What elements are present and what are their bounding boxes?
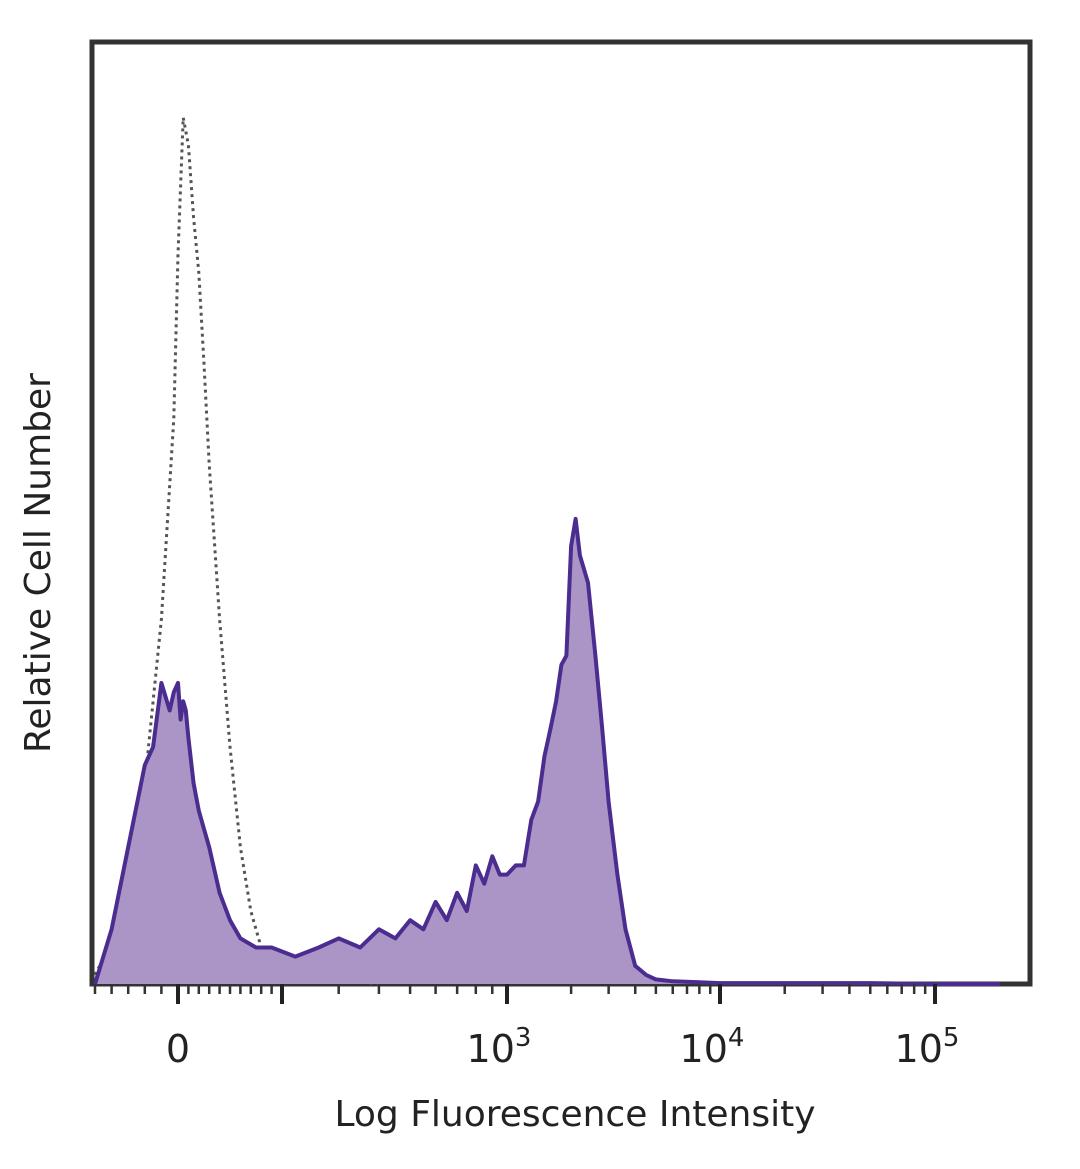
major-ticks — [176, 984, 937, 1004]
x-tick-label-2: 104 — [680, 1023, 745, 1071]
y-axis-title: Relative Cell Number — [18, 373, 59, 753]
x-tick-label-base-2: 10 — [680, 1027, 728, 1071]
series-1-outline — [93, 516, 1000, 986]
x-tick-label-base-3: 10 — [895, 1027, 943, 1071]
x-tick-label-1: 103 — [467, 1023, 532, 1071]
x-axis-title: Log Fluorescence Intensity — [334, 1094, 815, 1135]
x-tick-label-exp-3: 5 — [943, 1023, 960, 1053]
x-tick-label-exp-2: 4 — [728, 1023, 745, 1053]
x-tick-label-exp-1: 3 — [515, 1023, 532, 1053]
x-tick-label-0: 0 — [166, 1027, 190, 1071]
x-tick-labels: 0 103 104 105 — [166, 1023, 960, 1071]
series-layer — [93, 117, 1000, 986]
series-0-dotted-outline — [93, 117, 380, 986]
x-tick-label-3: 105 — [895, 1023, 960, 1071]
x-tick-label-base-1: 10 — [467, 1027, 515, 1071]
